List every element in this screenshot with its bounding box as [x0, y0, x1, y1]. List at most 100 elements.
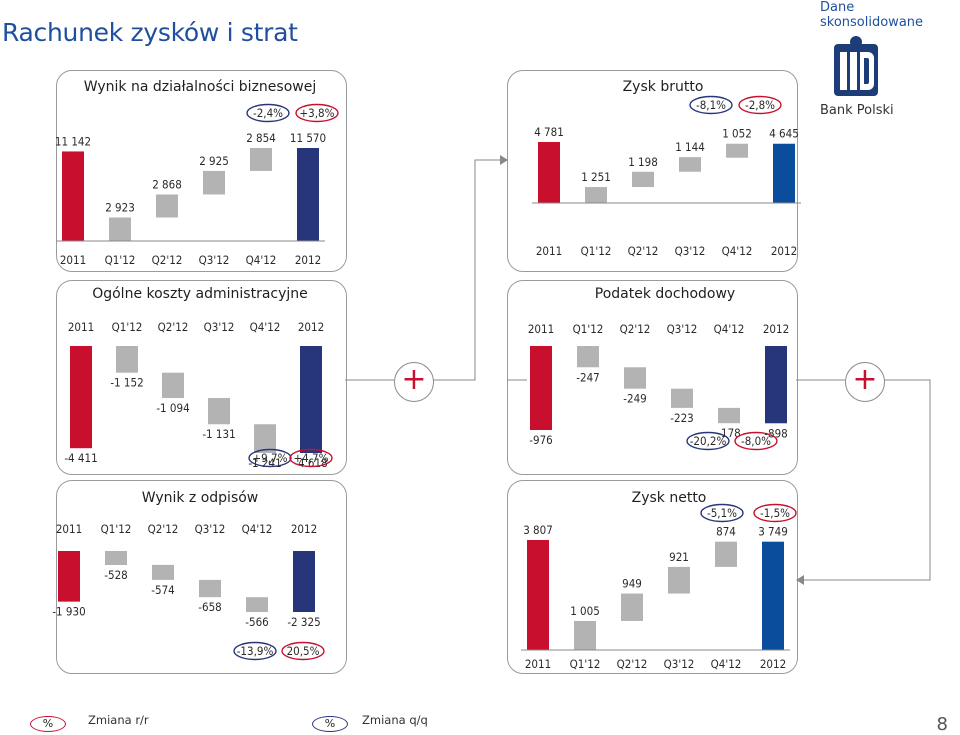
chart5-tick-label: Q2'12 [617, 657, 648, 671]
page-subtitle: Dane skonsolidowane [820, 0, 924, 30]
chart3-bar [624, 367, 646, 389]
chart3-qoq-change: -20,2% [690, 434, 727, 448]
chart0-tick-label: Q3'12 [199, 253, 230, 267]
chart0-value-label: 11 570 [290, 131, 326, 145]
chart4-value-label: -1 930 [52, 605, 85, 619]
chart5-bar [527, 540, 549, 650]
chart3-yoy-change-outline [734, 431, 778, 451]
chart1-tick-label: Q2'12 [628, 244, 659, 258]
chart0-bar [297, 148, 319, 241]
chart2-tick-label: Q4'12 [250, 320, 281, 334]
legend-qoq-symbol: % [312, 716, 348, 732]
chart3-value-label: -178 [717, 426, 740, 440]
chart0-tick-label: Q2'12 [152, 253, 183, 267]
chart4-tick-label: 2012 [291, 522, 317, 536]
panel-business-result [56, 70, 347, 272]
chart3-bar [530, 346, 552, 430]
chart3-bar [671, 388, 693, 408]
chart-title: Wynik z odpisów [142, 490, 259, 506]
chart4-bar [58, 551, 80, 602]
chart1-tick-label: Q1'12 [581, 244, 612, 258]
legend-qoq-label: Zmiana q/q [362, 713, 428, 727]
chart5-qoq-change-outline [700, 503, 744, 523]
chart5-tick-label: 2012 [760, 657, 786, 671]
chart1-value-label: 1 251 [581, 170, 611, 184]
chart2-bar [254, 424, 276, 453]
chart-title: Ogólne koszty administracyjne [92, 286, 308, 302]
chart5-yoy-change: -1,5% [760, 506, 790, 520]
chart3-tick-label: 2011 [528, 322, 554, 336]
chart-title: Podatek dochodowy [595, 286, 735, 302]
panel-gross-profit [507, 70, 798, 272]
legend-yoy-symbol: % [30, 716, 66, 732]
chart3-qoq-change-outline [686, 431, 730, 451]
chart0-tick-label: Q1'12 [105, 253, 136, 267]
chart3-bar [765, 346, 787, 424]
chart1-value-label: 1 198 [628, 155, 658, 169]
chart5-tick-label: 2011 [525, 657, 551, 671]
chart2-bar [300, 346, 322, 453]
chart4-value-label: -566 [245, 615, 268, 629]
chart4-value-label: -658 [198, 600, 221, 614]
chart0-bar [62, 151, 84, 241]
chart3-value-label: -223 [670, 411, 693, 425]
chart0-tick-label: 2012 [295, 253, 321, 267]
chart3-yoy-change: -8,0% [741, 434, 771, 448]
chart1-tick-label: 2012 [771, 244, 797, 258]
chart0-qoq-change: -2,4% [253, 106, 283, 120]
chart3-value-label: -898 [764, 426, 787, 440]
chart1-bar [773, 143, 795, 203]
chart4-tick-label: Q2'12 [148, 522, 179, 536]
chart1-qoq-change: -8,1% [696, 98, 726, 112]
chart1-yoy-change: -2,8% [745, 98, 775, 112]
chart-title: Wynik na działalności biznesowej [84, 79, 316, 95]
chart1-bar [632, 171, 654, 188]
chart2-qoq-change: +9,7% [253, 451, 288, 465]
chart0-qoq-change-outline [246, 103, 290, 123]
chart4-qoq-change: -13,9% [237, 644, 274, 658]
chart3-bar [718, 407, 740, 424]
chart4-bar [152, 564, 174, 580]
chart1-value-label: 4 645 [769, 127, 799, 141]
chart1-yoy-change-outline [738, 95, 782, 115]
chart5-bar [762, 541, 784, 650]
chart2-bar [162, 372, 184, 399]
chart4-tick-label: Q4'12 [242, 522, 273, 536]
chart0-yoy-change-outline [295, 103, 339, 123]
chart0-bar [156, 194, 178, 218]
chart1-tick-label: 2011 [536, 244, 562, 258]
chart2-bar [208, 398, 230, 425]
chart0-tick-label: 2011 [60, 253, 86, 267]
chart2-qoq-change-outline [248, 448, 292, 468]
chart4-yoy-change-outline [281, 641, 325, 661]
panel-net-profit [507, 480, 798, 674]
chart2-tick-label: 2011 [68, 320, 94, 334]
chart4-yoy-change: 20,5% [287, 644, 320, 658]
chart1-bar [726, 143, 748, 158]
chart0-yoy-change: +3,8% [300, 106, 335, 120]
chart5-qoq-change: -5,1% [707, 506, 737, 520]
chart2-yoy-change-outline [289, 448, 333, 468]
chart4-qoq-change-outline [233, 641, 277, 661]
chart3-value-label: -249 [623, 392, 646, 406]
chart1-bar [585, 187, 607, 203]
page-title: Rachunek zysków i strat [2, 18, 298, 47]
panel-admin-costs [56, 280, 347, 475]
chart4-tick-label: Q1'12 [101, 522, 132, 536]
chart4-bar [293, 551, 315, 612]
panel-impairment [56, 480, 347, 674]
chart4-bar [105, 551, 127, 565]
chart1-bar [538, 142, 560, 203]
chart2-bar [70, 346, 92, 449]
chart0-tick-label: Q4'12 [246, 253, 277, 267]
chart-title: Zysk netto [632, 490, 707, 506]
chart4-tick-label: Q3'12 [195, 522, 226, 536]
chart5-tick-label: Q1'12 [570, 657, 601, 671]
chart5-bar [715, 541, 737, 567]
panel-income-tax [507, 280, 798, 475]
chart5-bar [621, 593, 643, 621]
chart2-value-label: -1 152 [110, 376, 143, 390]
chart3-value-label: -247 [576, 370, 599, 384]
chart2-tick-label: Q3'12 [204, 320, 235, 334]
